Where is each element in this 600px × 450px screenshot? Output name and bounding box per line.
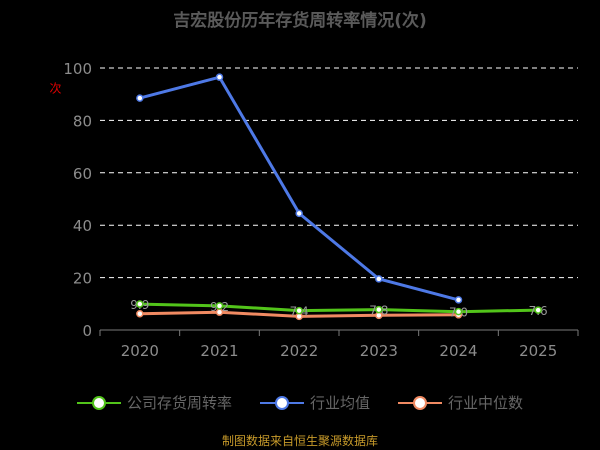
- data-point: [215, 73, 224, 81]
- series-line: [139, 75, 459, 302]
- data-point: [534, 306, 542, 314]
- y-unit-label: 次: [48, 82, 62, 94]
- data-point: [295, 209, 303, 218]
- data-point: [295, 306, 303, 315]
- legend-label: 行业中位数: [448, 394, 524, 412]
- x-tick-label: 2023: [360, 342, 398, 360]
- data-point: [454, 307, 463, 316]
- data-point: [215, 302, 224, 310]
- x-tick-label: 2024: [439, 342, 477, 360]
- chart-legend: 公司存货周转率 行业均值 行业中位数: [0, 392, 600, 413]
- data-point: [215, 308, 224, 316]
- y-tick-label: 0: [82, 322, 92, 340]
- y-tick-label: 80: [73, 112, 92, 130]
- data-point: [375, 305, 383, 314]
- y-tick-label: 60: [73, 165, 92, 183]
- data-point: [136, 310, 144, 318]
- data-point: [136, 94, 144, 102]
- series-line: [139, 302, 539, 314]
- legend-line-marker-icon: [76, 395, 121, 410]
- data-point: [136, 300, 144, 308]
- x-tick-label: 2022: [280, 342, 318, 360]
- y-tick-label: 20: [73, 270, 92, 288]
- legend-label: 行业均值: [309, 394, 370, 412]
- legend-line-marker-icon: [259, 395, 304, 410]
- data-point: [375, 275, 383, 283]
- legend-item-company[interactable]: 公司存货周转率: [76, 392, 232, 413]
- legend-item-industry-median[interactable]: 行业中位数: [398, 392, 523, 413]
- x-tick-label: 2025: [519, 342, 557, 360]
- chart-title: 吉宏股份历年存货周转率情况(次): [173, 11, 427, 31]
- x-tick-label: 2021: [200, 342, 238, 360]
- data-point: [454, 296, 463, 304]
- legend-label: 公司存货周转率: [126, 394, 232, 412]
- data-source-note: 制图数据来自恒生聚源数据库: [221, 434, 378, 448]
- y-tick-label: 40: [73, 217, 92, 235]
- x-tick-label: 2020: [121, 342, 159, 360]
- y-tick-label: 100: [63, 60, 92, 78]
- legend-item-industry-mean[interactable]: 行业均值: [259, 392, 370, 413]
- legend-line-marker-icon: [398, 395, 442, 410]
